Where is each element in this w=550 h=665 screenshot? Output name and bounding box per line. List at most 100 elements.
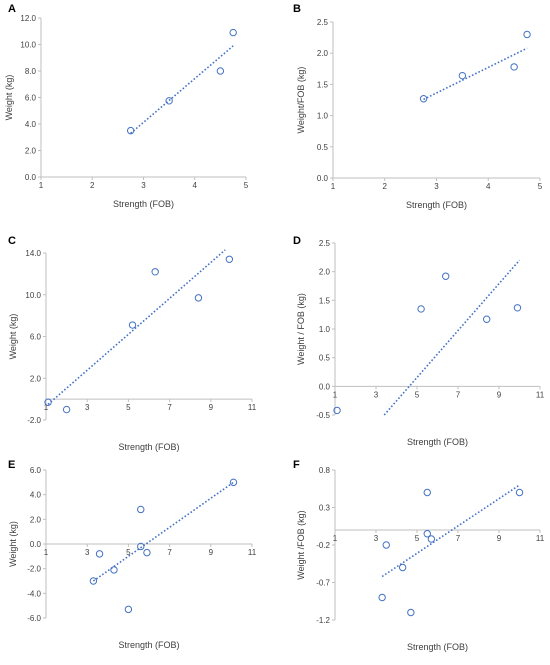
chart-panel-f: F -1.2 -0.7 -0.2 0.3 0.8 1 3 5 7 9 11 Strength (FOB)… [293, 459, 545, 652]
y-tick-label-b: 0.5 [317, 143, 329, 152]
data-point-d-4 [483, 315, 491, 323]
y-tick-label-d: 0.0 [319, 382, 331, 391]
y-tick-label-e: 6.0 [30, 466, 42, 475]
x-tick-label-f: 11 [536, 534, 545, 543]
chart-panel-d: D -0.5 0.0 0.5 1.0 1.5 2.0 2.5 1 3 5 7 9 11 Strength (… [293, 235, 545, 447]
data-point-c-4 [151, 268, 159, 276]
y-tick-label-c: 14.0 [25, 249, 41, 258]
y-tick-label-e: -6.0 [27, 614, 41, 623]
y-tick-label-c: -2.0 [27, 416, 41, 425]
data-point-b-1 [419, 95, 428, 103]
x-tick-label-a: 3 [141, 181, 146, 190]
y-tick-label-f: 0.3 [319, 504, 331, 513]
data-point-c-1 [44, 398, 52, 406]
data-point-f-6 [423, 488, 431, 497]
data-point-c-6 [225, 255, 234, 263]
y-tick-label-a: 4.0 [25, 120, 37, 129]
panel-letter-c: C [8, 235, 16, 247]
y-axis-title-f: Weight /FOB (kg) [296, 510, 306, 579]
y-tick-label-b: 2.5 [317, 18, 329, 27]
x-tick-label-d: 5 [415, 390, 420, 399]
data-point-f-3 [398, 563, 407, 572]
x-tick-label-a: 5 [244, 181, 249, 190]
y-tick-label-b: 0.0 [317, 174, 329, 183]
data-point-f-1 [378, 593, 386, 602]
panel-letter-e: E [8, 459, 15, 471]
x-tick-label-a: 1 [39, 181, 44, 190]
panel-letter-b: B [293, 3, 301, 15]
x-tick-label-c: 7 [167, 403, 172, 412]
data-point-f-8 [515, 488, 524, 497]
data-point-e-3 [110, 566, 118, 574]
y-tick-label-f: -0.2 [316, 541, 330, 550]
y-tick-label-f: -1.2 [316, 616, 330, 625]
y-axis-title-b: Weight/FOB (kg) [296, 67, 306, 134]
data-point-d-1 [333, 406, 341, 415]
x-tick-label-d: 7 [456, 390, 461, 399]
chart-panel-c: C -2.0 2.0 6.0 10.0 14.0 1 3 5 7 9 11 Strength (FOB)… [8, 235, 257, 452]
x-axis-title-f: Strength (FOB) [407, 642, 468, 652]
y-tick-label-e: 0.0 [30, 540, 42, 549]
y-tick-label-d: 0.5 [319, 354, 331, 363]
trendline-c [47, 249, 226, 405]
data-point-a-2 [165, 97, 173, 105]
x-tick-label-c: 3 [85, 403, 90, 412]
x-tick-label-e: 9 [209, 548, 214, 557]
chart-panel-e: E -6.0 -4.0 -2.0 0.0 2.0 4.0 6.0 1 3 5 7 9 11 Strength… [8, 459, 257, 650]
x-tick-label-d: 3 [374, 390, 379, 399]
data-point-f-2 [382, 541, 390, 549]
data-point-b-2 [458, 71, 467, 80]
x-tick-label-f: 9 [497, 534, 502, 543]
x-tick-label-f: 5 [415, 534, 420, 543]
x-tick-label-d: 11 [536, 390, 545, 399]
x-tick-label-e: 1 [44, 548, 49, 557]
y-tick-label-a: 6.0 [25, 94, 37, 103]
trendline-a [130, 45, 234, 134]
y-axis-title-d: Weight / FOB (kg) [296, 293, 306, 365]
x-tick-label-c: 11 [248, 403, 257, 412]
x-axis-title-e: Strength (FOB) [118, 640, 179, 650]
data-point-e-8 [229, 478, 238, 487]
data-point-e-4 [124, 605, 133, 614]
trendline-f [381, 484, 520, 578]
y-tick-label-d: 2.0 [319, 268, 331, 277]
data-point-a-3 [216, 67, 225, 75]
y-tick-label-d: 1.0 [319, 325, 331, 334]
data-point-f-4 [407, 608, 415, 617]
y-tick-label-a: 0.0 [25, 173, 37, 182]
data-point-f-7 [427, 535, 436, 543]
y-axis-title-c: Weight (kg) [8, 314, 18, 360]
data-point-e-2 [95, 550, 104, 558]
x-axis-title-c: Strength (FOB) [118, 442, 179, 452]
x-tick-label-d: 1 [333, 390, 338, 399]
data-point-a-1 [126, 126, 135, 135]
panel-letter-f: F [293, 459, 300, 471]
x-tick-label-c: 5 [126, 403, 131, 412]
x-tick-label-e: 5 [126, 548, 131, 557]
trendline-e [92, 481, 234, 582]
x-tick-label-d: 9 [497, 390, 502, 399]
y-tick-label-b: 1.5 [317, 80, 329, 89]
x-tick-label-e: 11 [248, 548, 257, 557]
data-point-a-4 [229, 28, 237, 37]
y-tick-label-b: 1.0 [317, 112, 329, 121]
x-tick-label-c: 1 [44, 403, 49, 412]
x-tick-label-a: 4 [193, 181, 198, 190]
data-point-d-5 [513, 304, 522, 312]
data-point-f-5 [423, 530, 431, 538]
x-tick-label-b: 3 [434, 182, 439, 191]
y-tick-label-c: 6.0 [30, 333, 42, 342]
y-tick-label-d: -0.5 [316, 411, 330, 420]
x-tick-label-e: 3 [85, 548, 90, 557]
x-tick-label-a: 2 [90, 181, 95, 190]
data-point-c-5 [194, 294, 203, 302]
y-axis-title-a: Weight (kg) [4, 75, 14, 121]
data-point-e-6 [137, 505, 145, 514]
data-point-d-2 [417, 305, 425, 313]
x-axis-title-d: Strength (FOB) [407, 437, 468, 447]
x-tick-label-b: 2 [383, 182, 388, 191]
x-tick-label-f: 3 [374, 534, 379, 543]
y-axis-title-e: Weight (kg) [8, 521, 18, 567]
y-tick-label-f: 0.8 [319, 466, 331, 475]
